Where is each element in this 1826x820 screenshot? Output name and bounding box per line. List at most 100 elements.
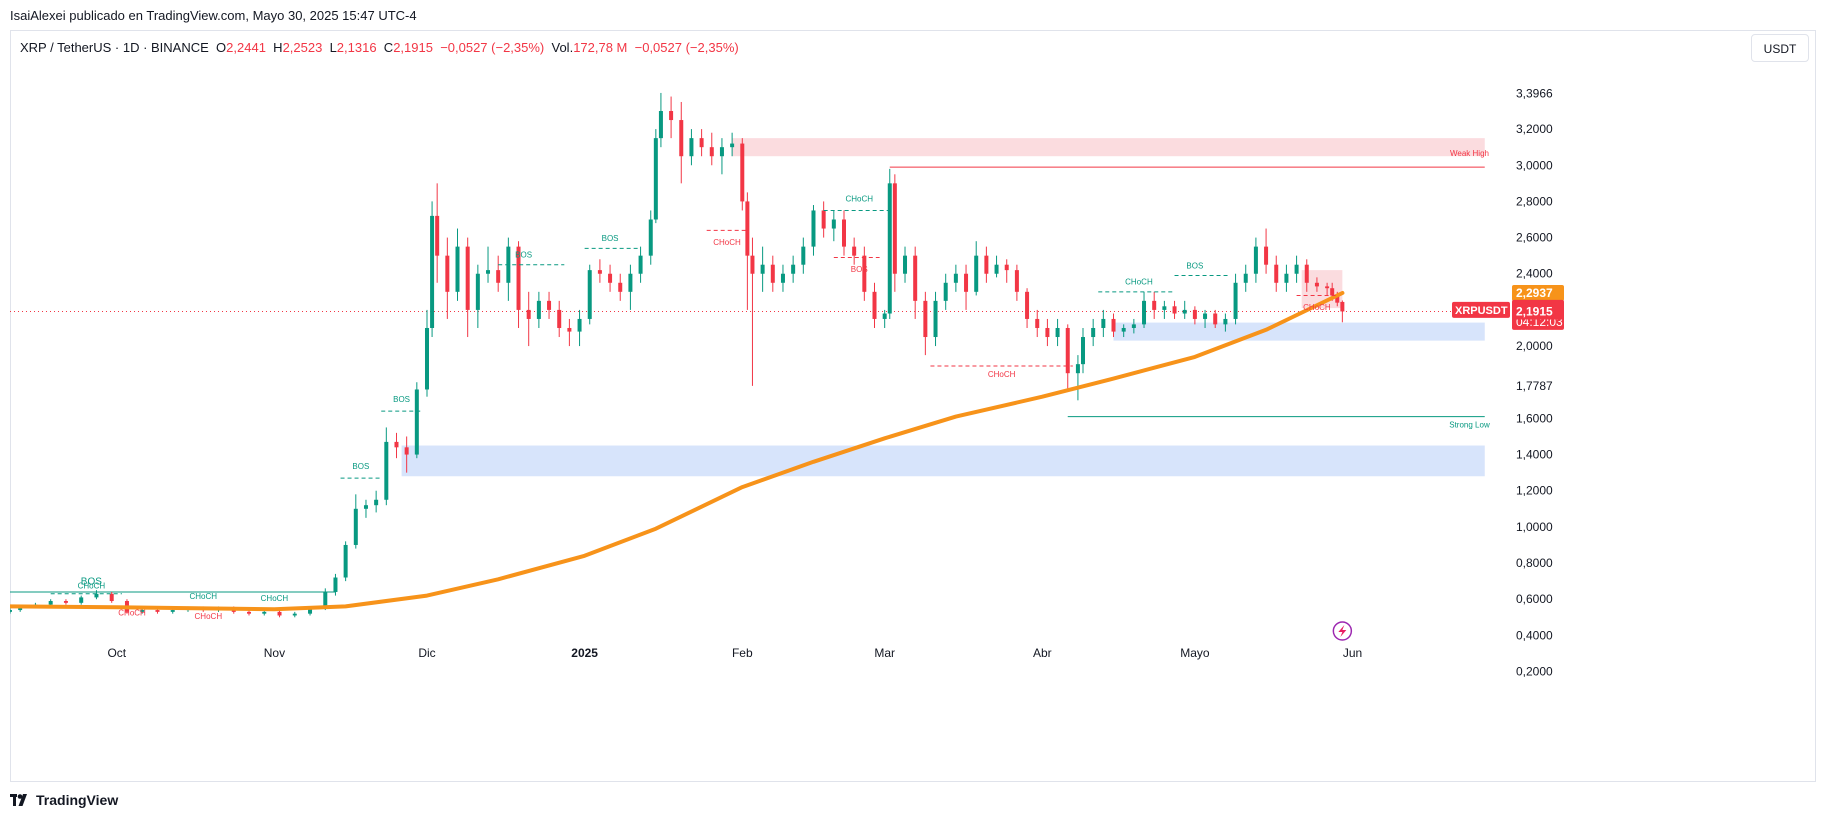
- candle: [791, 264, 796, 274]
- y-tick-label: 1,2000: [1516, 484, 1553, 498]
- candle: [638, 255, 643, 274]
- candle: [841, 219, 846, 247]
- candle: [648, 219, 653, 256]
- candle: [1025, 291, 1030, 319]
- candle: [1203, 313, 1208, 319]
- candle: [1340, 301, 1345, 312]
- x-tick-label: Feb: [732, 646, 753, 660]
- high-value: 2,2523: [282, 40, 323, 55]
- candle: [79, 597, 84, 603]
- footer-brand-text: TradingView: [36, 792, 119, 808]
- candle: [669, 111, 674, 121]
- tradingview-logo-icon: [10, 794, 27, 806]
- demand-zone-2: [1113, 322, 1485, 341]
- candle: [750, 255, 755, 274]
- candle: [394, 441, 399, 448]
- open-value: 2,2441: [226, 40, 266, 55]
- annotation-bos: BOS: [81, 577, 102, 588]
- annotation-choch: CHoCH: [988, 370, 1016, 379]
- candle: [887, 183, 892, 314]
- candle: [170, 610, 175, 612]
- candle: [1294, 264, 1299, 274]
- candle: [1152, 300, 1157, 310]
- candle: [608, 273, 613, 283]
- candle: [1111, 318, 1116, 332]
- candle: [1253, 246, 1258, 274]
- x-tick-label: Abr: [1033, 646, 1052, 660]
- candle: [516, 246, 521, 310]
- symbol-title[interactable]: XRP / TetherUS · 1D · BINANCE: [20, 40, 209, 55]
- low-value: 2,1316: [336, 40, 377, 55]
- candle: [1075, 364, 1080, 374]
- lightning-icon[interactable]: [1332, 621, 1353, 641]
- candle: [821, 210, 826, 229]
- candle: [964, 273, 969, 292]
- currency-button[interactable]: USDT: [1751, 34, 1809, 62]
- ohlc-legend: XRP / TetherUS · 1D · BINANCE O2,2441 H2…: [20, 40, 739, 55]
- candle: [780, 273, 785, 283]
- candle: [577, 318, 582, 332]
- candle: [862, 255, 867, 292]
- candle: [1035, 318, 1040, 328]
- candle: [1081, 337, 1086, 365]
- y-tick-label: 2,0000: [1516, 339, 1553, 353]
- annotation-bos: BOS: [515, 250, 532, 259]
- candle: [547, 300, 552, 310]
- candle: [1335, 295, 1340, 303]
- candle: [353, 508, 358, 545]
- candle: [10, 610, 12, 612]
- candle: [882, 313, 887, 319]
- supply-zone-0: [732, 138, 1485, 157]
- volume-value: 172,78 M: [573, 40, 628, 55]
- symbol-tag: [1452, 301, 1510, 318]
- candle: [872, 291, 877, 319]
- change-value: −0,0527 (−2,35%): [440, 40, 545, 55]
- annotation-bos: BOS: [1186, 261, 1203, 270]
- y-tick-label: 1,4000: [1516, 448, 1553, 462]
- y-tick-label: 1,0000: [1516, 520, 1553, 534]
- candle: [974, 255, 979, 292]
- candle: [943, 282, 948, 301]
- candle: [745, 201, 750, 256]
- candle: [567, 327, 572, 332]
- candle: [94, 593, 99, 598]
- candle: [1101, 318, 1106, 328]
- candle: [1304, 264, 1309, 283]
- candle: [689, 138, 694, 157]
- x-tick-label: Oct: [107, 646, 126, 660]
- candle: [1065, 327, 1070, 374]
- candle: [363, 505, 368, 509]
- volume-label: Vol.: [551, 40, 574, 55]
- candle: [709, 147, 714, 157]
- candle: [109, 593, 114, 602]
- candle: [1121, 327, 1126, 332]
- demand-zone-3: [401, 445, 1485, 477]
- candle: [628, 273, 633, 292]
- candle: [333, 577, 338, 592]
- candle: [1192, 309, 1197, 319]
- y-tick-label: 0,2000: [1516, 665, 1553, 679]
- candle: [1213, 313, 1218, 325]
- y-tick-label: 2,6000: [1516, 231, 1553, 245]
- price-chart[interactable]: BOSCHoCHCHoCHCHoCHCHoCHCHoCHBOSBOSBOSBOS…: [10, 64, 1816, 782]
- candle: [770, 264, 775, 283]
- annotation-choch: CHoCH: [195, 612, 223, 621]
- candle: [730, 143, 735, 148]
- high-label: H: [273, 40, 283, 55]
- y-tick-label: 0,4000: [1516, 628, 1553, 642]
- candle: [923, 300, 928, 338]
- candle: [308, 608, 313, 614]
- candle: [587, 270, 592, 319]
- x-tick-label: Jun: [1343, 646, 1362, 660]
- candle: [658, 111, 663, 139]
- candle: [1223, 318, 1228, 325]
- annotation-bos: BOS: [851, 265, 868, 274]
- y-tick-label: 3,0000: [1516, 158, 1553, 172]
- tradingview-brand: TradingView: [10, 792, 118, 808]
- candle: [740, 143, 745, 202]
- y-tick-label: 3,2000: [1516, 122, 1553, 136]
- candle: [1243, 273, 1248, 283]
- close-value: 2,1915: [393, 40, 433, 55]
- annotation-choch: CHoCH: [1125, 278, 1153, 287]
- annotation-choch: CHoCH: [713, 238, 741, 247]
